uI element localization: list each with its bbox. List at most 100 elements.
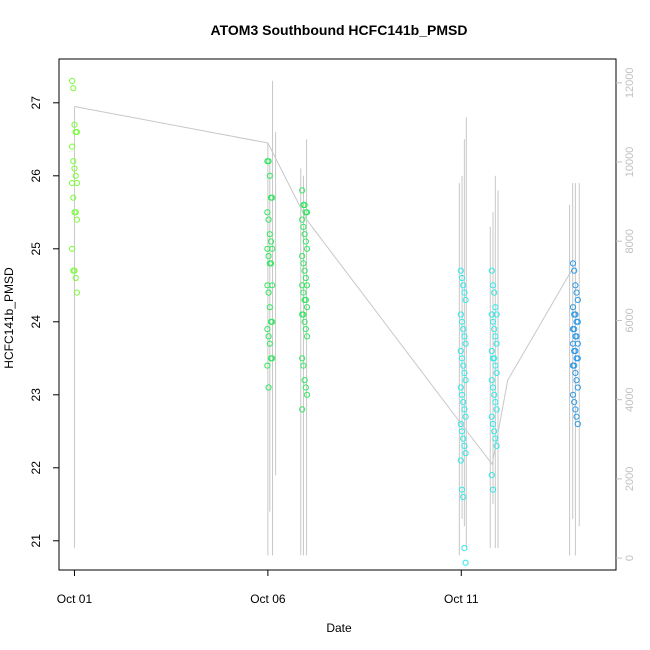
right-tick-label: 10000 (624, 147, 636, 178)
right-tick-label: 4000 (624, 387, 636, 411)
data-point (488, 311, 495, 318)
data-point (269, 194, 276, 201)
data-point (571, 399, 578, 406)
data-point (301, 377, 308, 384)
data-point (489, 384, 497, 391)
data-point (493, 369, 500, 376)
data-point (300, 289, 307, 296)
data-point (301, 318, 308, 325)
data-point (266, 304, 273, 311)
data-point (264, 326, 271, 333)
data-point (71, 165, 78, 172)
data-point (493, 442, 500, 449)
data-point (303, 304, 311, 311)
x-tick-label: Oct 11 (444, 592, 479, 606)
data-point (299, 282, 306, 289)
data-point (571, 267, 578, 274)
data-point (460, 493, 467, 501)
data-point (264, 209, 271, 216)
data-point (299, 253, 306, 260)
data-point (571, 326, 578, 333)
y-tick-label: 26 (29, 169, 43, 183)
data-point (573, 333, 580, 340)
data-point (460, 282, 467, 289)
data-point (488, 267, 495, 274)
data-point (457, 457, 464, 464)
data-point (460, 399, 467, 406)
chart-title: ATOM3 Southbound HCFC141b_PMSD (211, 22, 468, 38)
data-point (488, 347, 495, 355)
data-point (492, 362, 499, 369)
data-point (572, 347, 579, 355)
data-point (461, 369, 468, 376)
data-point (457, 311, 464, 318)
data-point (461, 333, 468, 340)
data-point (266, 340, 273, 347)
data-point (301, 231, 308, 238)
data-point (73, 128, 81, 136)
data-point (303, 209, 311, 216)
data-point (489, 282, 497, 289)
right-tick-label: 12000 (624, 67, 636, 98)
data-point (492, 399, 499, 406)
data-point (70, 194, 77, 201)
data-point (569, 340, 577, 347)
data-point (301, 267, 308, 274)
data-point (300, 223, 307, 230)
data-point (569, 260, 577, 267)
data-point (302, 238, 309, 245)
data-point (457, 267, 464, 274)
data-point (72, 209, 79, 216)
data-point (69, 180, 76, 187)
data-point (572, 369, 579, 376)
data-point (569, 391, 577, 398)
data-point (462, 340, 469, 347)
data-point (457, 420, 464, 428)
y-tick-label: 24 (29, 315, 43, 329)
data-point (299, 187, 306, 194)
data-point (460, 435, 467, 442)
data-point (460, 362, 467, 369)
data-point (71, 267, 78, 274)
data-point (488, 472, 495, 479)
data-point (488, 413, 495, 420)
data-point (69, 77, 76, 85)
data-point (488, 377, 495, 384)
right-tick-label: 8000 (624, 229, 636, 253)
data-point (69, 245, 76, 252)
trend-line (74, 106, 574, 466)
data-point (489, 318, 497, 325)
data-point (70, 158, 77, 165)
y-axis-left: 21 22 23 24 25 26 27 (29, 96, 59, 547)
data-point (462, 377, 469, 384)
data-point (462, 413, 469, 420)
plot-frame (58, 58, 617, 571)
data-point (69, 143, 76, 150)
data-point (73, 216, 81, 223)
data-point (300, 362, 307, 369)
data-point (458, 428, 466, 435)
data-point (269, 318, 276, 325)
data-point (265, 216, 272, 223)
data-point (462, 450, 469, 457)
data-point (489, 420, 497, 428)
y-tick-label: 25 (29, 242, 43, 256)
right-tick-label: 0 (624, 555, 636, 561)
x-tick-label: Oct 06 (250, 592, 286, 606)
data-point (72, 172, 79, 179)
data-point (493, 340, 500, 347)
data-point (461, 545, 468, 552)
data-point (303, 391, 311, 398)
data-point (492, 304, 499, 311)
data-point (301, 201, 308, 209)
data-point (302, 384, 309, 391)
data-point (491, 391, 498, 398)
data-point (462, 559, 469, 566)
y-axis-right: 0 2000 4000 6000 8000 10000 12000 (616, 67, 636, 561)
data-point (574, 355, 581, 362)
data-point (461, 406, 468, 413)
data-point (303, 245, 311, 252)
data-point (573, 377, 580, 384)
data-point (461, 289, 468, 296)
